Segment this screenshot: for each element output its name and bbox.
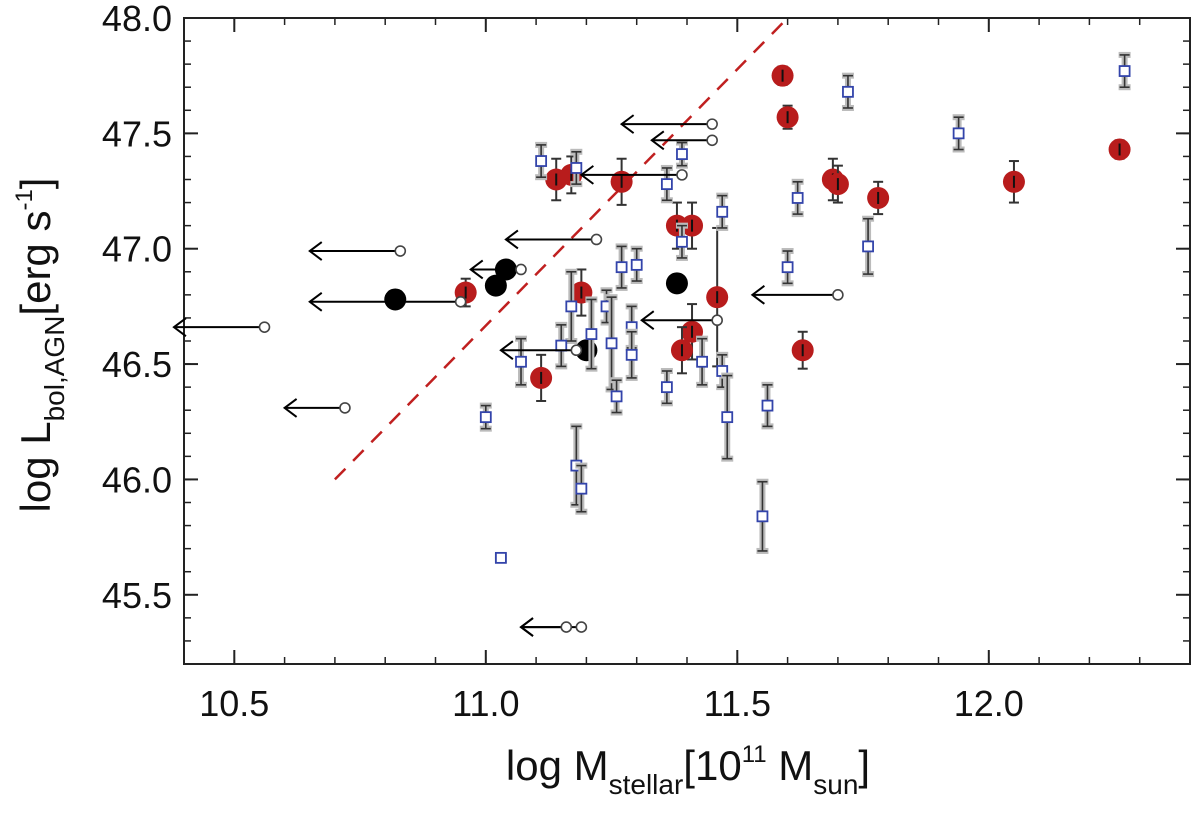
upper-limit-arrowhead: [579, 165, 594, 185]
x-tick-label: 10.5: [199, 683, 269, 724]
y-tick-label: 47.5: [102, 113, 172, 154]
square-marker: [625, 348, 638, 361]
square-marker: [605, 337, 618, 350]
square-marker: [610, 390, 623, 403]
upper-limit-circle: [676, 169, 688, 181]
upper-limit-circle: [706, 134, 718, 147]
square-marker: [721, 411, 734, 424]
upper-limit-circle: [560, 621, 573, 633]
upper-limit-circle: [258, 321, 271, 333]
x-tick-label: 11.0: [452, 683, 519, 724]
y-tick-label: 47.0: [102, 229, 172, 270]
square-marker: [1118, 65, 1131, 77]
upper-limit-arrowhead: [499, 340, 514, 361]
y-tick-label: 46.5: [102, 344, 172, 385]
square-marker: [630, 258, 643, 271]
data-marks: [172, 51, 1131, 637]
upper-limit-arrowhead: [750, 285, 765, 305]
upper-limit-arrowhead: [282, 398, 298, 418]
square-marker: [575, 482, 588, 495]
y-axis-label: log Lbol,AGN[erg s-1]: [11, 178, 70, 513]
square-marker: [781, 261, 794, 274]
black-circle-marker: [484, 274, 507, 297]
y-tick-label: 46.0: [102, 459, 172, 500]
square-marker: [479, 411, 492, 424]
square-marker: [676, 235, 688, 248]
square-marker: [676, 148, 688, 161]
square-marker: [555, 339, 568, 352]
upper-limit-circle: [575, 621, 588, 633]
square-marker: [842, 85, 854, 98]
square-marker: [696, 355, 708, 368]
upper-limit-circle: [570, 344, 583, 357]
upper-limit-circle: [339, 402, 351, 414]
upper-limit-arrowhead: [308, 291, 323, 312]
square-marker: [761, 399, 774, 412]
black-circle-marker: [384, 288, 407, 311]
square-marker: [570, 162, 583, 174]
upper-limit-arrowhead: [172, 317, 187, 337]
square-marker: [535, 155, 548, 167]
upper-limit-circle: [711, 314, 723, 327]
square-marker: [515, 355, 527, 368]
upper-limit-circle: [706, 118, 718, 130]
square-marker: [862, 240, 874, 253]
square-marker: [565, 300, 578, 313]
upper-limit-arrowhead: [504, 229, 519, 250]
y-tick-label: 48.0: [102, 0, 172, 39]
square-marker: [952, 127, 965, 140]
y-tick-label: 45.5: [102, 575, 172, 616]
axis-ticks: 10.5 11.0 11.5 12.0 45.5 46.0 46.5 47.0 47.5 48.0: [102, 0, 1190, 724]
upper-limit-arrowhead: [308, 241, 323, 261]
upper-limit-circle: [394, 245, 407, 257]
square-marker: [791, 192, 804, 204]
upper-limit-arrowhead: [519, 617, 534, 637]
upper-limit-circle: [832, 289, 844, 301]
upper-limit-arrowhead: [619, 114, 635, 134]
square-marker: [494, 551, 507, 564]
square-marker: [615, 261, 628, 274]
x-tick-label: 12.0: [954, 683, 1024, 724]
square-marker: [660, 381, 673, 394]
reference-line: [334, 17, 789, 481]
upper-limit-circle: [590, 233, 603, 246]
upper-limit-arrowhead: [469, 259, 484, 280]
black-circle-marker: [665, 272, 688, 295]
upper-limit-arrowhead: [650, 130, 665, 151]
square-marker: [660, 178, 673, 191]
upper-limit-arrowhead: [640, 310, 655, 331]
square-marker: [716, 205, 729, 218]
x-axis-label: log Mstellar[1011 Msun]: [506, 741, 870, 800]
upper-limit-circle: [454, 295, 467, 308]
upper-limit-circle: [515, 263, 527, 276]
square-marker: [756, 510, 769, 523]
x-tick-label: 11.5: [704, 683, 771, 724]
square-marker: [585, 328, 598, 340]
